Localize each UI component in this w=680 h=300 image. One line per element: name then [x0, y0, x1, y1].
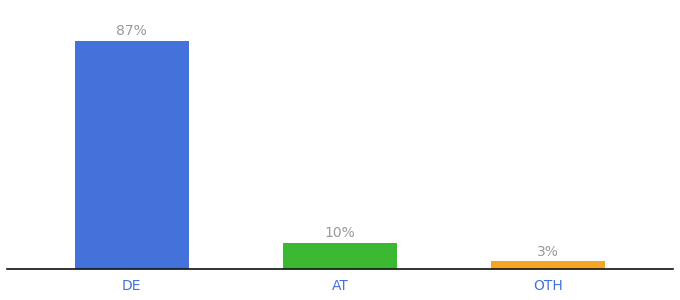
Bar	[75, 41, 189, 269]
Bar	[491, 262, 605, 269]
Text: 87%: 87%	[116, 24, 147, 38]
Bar	[283, 243, 397, 269]
Text: 3%: 3%	[537, 245, 559, 259]
Text: 10%: 10%	[324, 226, 356, 241]
